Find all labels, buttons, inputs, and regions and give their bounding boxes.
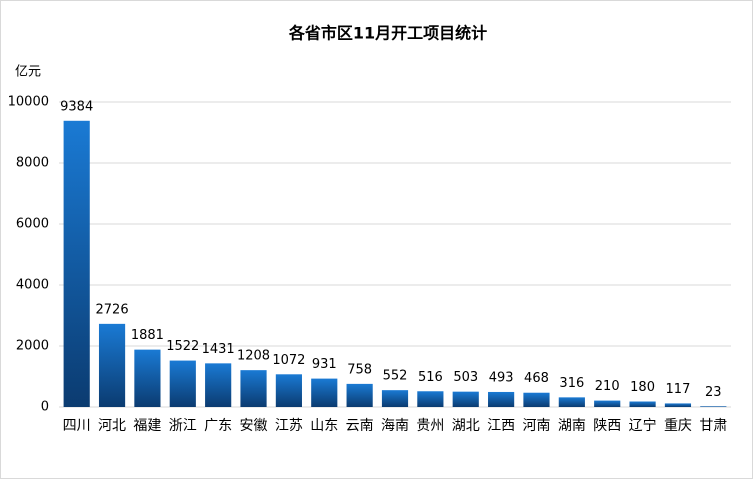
data-label: 2726 (96, 302, 129, 317)
bar (134, 349, 161, 407)
bar (488, 391, 515, 407)
bar (311, 378, 338, 407)
data-label: 210 (595, 379, 620, 394)
bar (240, 370, 267, 407)
data-label: 1208 (237, 349, 270, 364)
y-tick-label: 8000 (16, 156, 49, 171)
data-label: 931 (312, 357, 337, 372)
y-tick-label: 10000 (8, 95, 49, 110)
data-label: 9384 (60, 99, 93, 114)
x-tick-label: 四川 (63, 418, 91, 434)
data-label: 1881 (131, 328, 164, 343)
data-label: 316 (559, 376, 584, 391)
data-label: 1522 (166, 339, 199, 354)
x-tick-label: 湖北 (452, 418, 480, 434)
y-tick-label: 4000 (16, 278, 49, 293)
x-tick-label: 甘肃 (699, 418, 727, 434)
x-tick-label: 重庆 (664, 418, 692, 434)
bar (417, 391, 444, 407)
bar (169, 360, 196, 407)
data-label: 493 (489, 370, 514, 385)
x-tick-label: 江西 (487, 418, 515, 434)
bar (346, 383, 373, 407)
y-tick-label: 2000 (16, 339, 49, 354)
data-label: 758 (347, 362, 372, 377)
x-tick-label: 山东 (310, 418, 338, 434)
x-tick-label: 陕西 (593, 418, 621, 434)
bar (594, 400, 621, 407)
bar (558, 397, 585, 407)
x-tick-label: 贵州 (416, 418, 444, 434)
data-label: 180 (630, 380, 655, 395)
bar (523, 392, 550, 407)
x-tick-label: 海南 (381, 418, 409, 434)
data-label: 468 (524, 371, 549, 386)
y-tick-label: 0 (41, 400, 49, 415)
x-tick-label: 广东 (204, 418, 232, 434)
data-label: 1072 (272, 353, 305, 368)
bar (275, 374, 302, 407)
x-tick-label: 河北 (98, 418, 126, 434)
bar (664, 403, 692, 407)
bar (63, 120, 90, 408)
data-label: 23 (705, 385, 722, 400)
bar (452, 391, 479, 407)
x-tick-label: 江苏 (275, 418, 303, 434)
x-tick-label: 河南 (522, 418, 550, 434)
x-tick-label: 安徽 (240, 418, 268, 434)
bar (205, 363, 232, 407)
x-tick-label: 辽宁 (629, 417, 657, 434)
x-tick-label: 湖南 (558, 418, 586, 434)
bar (700, 406, 727, 407)
x-tick-label: 福建 (133, 418, 161, 434)
data-label: 516 (418, 370, 443, 385)
data-label: 1431 (202, 342, 235, 357)
x-tick-label: 云南 (346, 418, 374, 434)
bar (381, 390, 409, 407)
bar (629, 401, 656, 407)
bar (98, 323, 126, 407)
data-label: 503 (453, 370, 478, 385)
x-tick-label: 浙江 (169, 418, 197, 434)
y-axis-label: 亿元 (15, 65, 41, 80)
y-tick-label: 6000 (16, 217, 49, 232)
data-label: 117 (666, 382, 691, 397)
chart-title: 各省市区11月开工项目统计 (288, 24, 487, 43)
data-label: 552 (383, 369, 408, 384)
